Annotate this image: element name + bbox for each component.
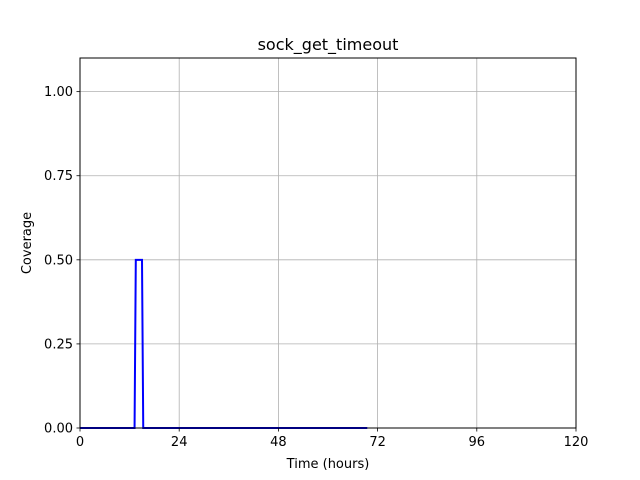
y-tick-label: 0.50 — [44, 253, 73, 268]
y-tick-label: 0.75 — [44, 169, 73, 184]
chart-title: sock_get_timeout — [258, 35, 399, 55]
x-tick-label: 120 — [564, 435, 589, 450]
y-axis-label: Coverage — [20, 212, 35, 274]
ticks: 0 24 48 72 96 120 0.00 0.25 0.50 0.75 1.00 — [44, 85, 588, 450]
y-tick-label: 0.25 — [44, 337, 73, 352]
grid — [79, 58, 577, 429]
x-tick-label: 72 — [369, 435, 386, 450]
x-tick-label: 24 — [171, 435, 188, 450]
plot-frame — [79, 57, 577, 429]
x-tick-label: 96 — [469, 435, 486, 450]
x-axis-label: Time (hours) — [286, 457, 370, 472]
x-tick-label: 0 — [76, 435, 84, 450]
y-tick-label: 0.00 — [44, 422, 73, 437]
y-tick-label: 1.00 — [44, 85, 73, 100]
x-tick-label: 48 — [270, 435, 287, 450]
